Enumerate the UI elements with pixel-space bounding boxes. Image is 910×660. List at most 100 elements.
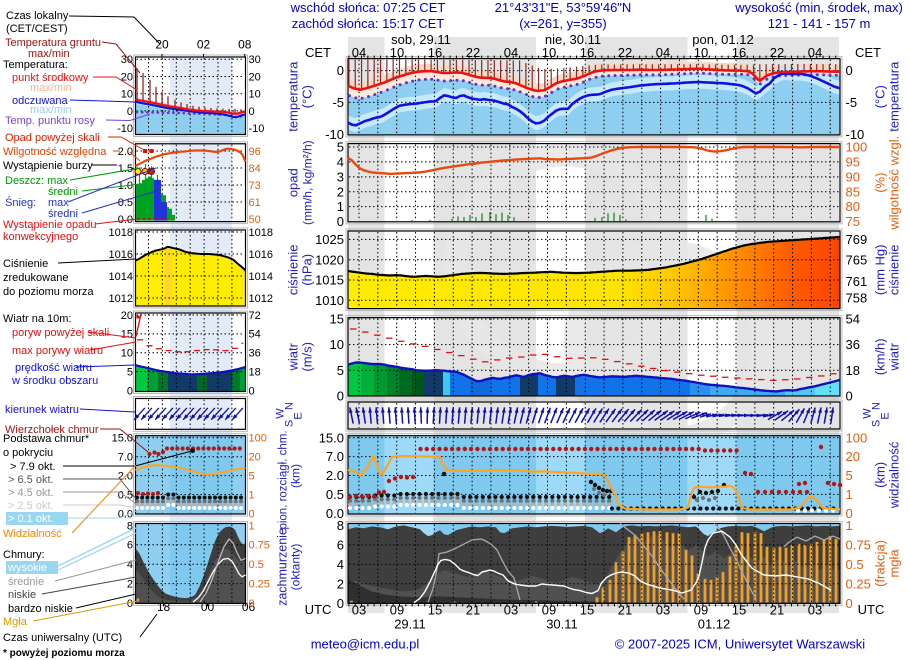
- svg-text:1018: 1018: [249, 227, 273, 239]
- svg-text:mgła: mgła: [887, 549, 902, 578]
- svg-text:w środku obszaru: w środku obszaru: [11, 375, 98, 387]
- svg-text:5: 5: [127, 366, 133, 378]
- svg-text:(frakcja): (frakcja): [873, 540, 888, 587]
- svg-text:S: S: [284, 420, 296, 427]
- svg-text:1: 1: [337, 199, 344, 214]
- svg-text:max/min: max/min: [28, 48, 70, 60]
- svg-text:04: 04: [352, 45, 366, 60]
- svg-text:0.75: 0.75: [846, 537, 871, 552]
- svg-text:meteo@icm.edu.pl: meteo@icm.edu.pl: [311, 637, 420, 652]
- svg-text:* powyżej poziomu morza: * powyżej poziomu morza: [3, 648, 125, 659]
- svg-text:Wystąpienie burzy: Wystąpienie burzy: [3, 160, 93, 172]
- svg-text:(mm/h, kg/m²/h): (mm/h, kg/m²/h): [301, 140, 315, 225]
- svg-text:18: 18: [249, 366, 261, 378]
- svg-text:4: 4: [337, 154, 344, 169]
- svg-text:73: 73: [249, 180, 261, 192]
- svg-text:W: W: [275, 408, 287, 419]
- svg-text:E: E: [880, 412, 892, 419]
- svg-text:max: max: [48, 197, 69, 209]
- svg-text:10: 10: [542, 45, 556, 60]
- svg-text:21°43'31"E, 53°59'46"N: 21°43'31"E, 53°59'46"N: [495, 0, 632, 15]
- svg-text:54: 54: [249, 329, 261, 341]
- svg-text:punkt środkowy: punkt środkowy: [12, 72, 89, 84]
- svg-text:10: 10: [121, 348, 133, 360]
- svg-text:20: 20: [121, 310, 133, 322]
- svg-text:1012: 1012: [249, 293, 273, 305]
- svg-text:poryw powyżej skali: poryw powyżej skali: [12, 327, 109, 339]
- svg-text:84: 84: [249, 163, 261, 175]
- svg-text:niskie: niskie: [8, 589, 36, 601]
- svg-text:© 2007-2025 ICM, Uniwersytet W: © 2007-2025 ICM, Uniwersytet Warszawski: [615, 637, 866, 652]
- svg-text:> 4.5 okt.: > 4.5 okt.: [8, 487, 54, 499]
- svg-text:bardzo niskie: bardzo niskie: [8, 603, 73, 615]
- svg-text:03: 03: [504, 603, 518, 618]
- svg-text:0.25: 0.25: [846, 576, 871, 591]
- svg-text:> 0.1 okt.: > 0.1 okt.: [8, 513, 54, 525]
- svg-text:1: 1: [846, 487, 853, 502]
- svg-text:0.5: 0.5: [846, 557, 864, 572]
- svg-text:1016: 1016: [249, 249, 273, 261]
- svg-text:2: 2: [337, 184, 344, 199]
- svg-text:15: 15: [428, 603, 442, 618]
- svg-text:21: 21: [466, 603, 480, 618]
- svg-text:0: 0: [846, 596, 853, 611]
- svg-text:10: 10: [249, 89, 261, 101]
- svg-text:Temperatura gruntu: Temperatura gruntu: [5, 37, 101, 49]
- svg-text:zachód słońca: 15:17 CET: zachód słońca: 15:17 CET: [292, 16, 445, 31]
- svg-text:15: 15: [121, 329, 133, 341]
- svg-text:pon, 01.12: pon, 01.12: [692, 32, 753, 47]
- svg-text:09: 09: [694, 603, 708, 618]
- svg-text:0: 0: [249, 508, 255, 520]
- svg-text:Wiatr na 10m:: Wiatr na 10m:: [3, 313, 71, 325]
- svg-text:Śnieg:: Śnieg:: [5, 196, 36, 209]
- svg-text:0: 0: [249, 106, 255, 118]
- svg-text:> 2.5 okt.: > 2.5 okt.: [8, 500, 54, 512]
- svg-text:1010: 1010: [315, 293, 344, 308]
- svg-text:0.0: 0.0: [326, 506, 344, 521]
- svg-text:121 - 141 - 157 m: 121 - 141 - 157 m: [768, 16, 871, 31]
- svg-text:30: 30: [249, 54, 261, 66]
- svg-text:Wierzchołek chmur: Wierzchołek chmur: [5, 424, 99, 436]
- svg-text:CET: CET: [855, 45, 881, 60]
- svg-text:22: 22: [618, 45, 632, 60]
- svg-text:1014: 1014: [109, 271, 133, 283]
- svg-text:N: N: [284, 402, 296, 410]
- svg-text:5: 5: [337, 140, 344, 155]
- svg-text:0: 0: [846, 388, 853, 403]
- svg-text:2: 2: [127, 578, 133, 590]
- svg-text:0.0: 0.0: [118, 214, 133, 226]
- svg-text:nie, 30.11: nie, 30.11: [545, 32, 601, 47]
- svg-text:15.0: 15.0: [112, 433, 133, 445]
- svg-text:1: 1: [249, 520, 255, 532]
- svg-text:-10: -10: [846, 127, 865, 142]
- svg-text:0: 0: [846, 506, 853, 521]
- svg-text:CET: CET: [305, 45, 331, 60]
- svg-text:20: 20: [121, 71, 133, 83]
- svg-text:1018: 1018: [109, 227, 133, 239]
- svg-text:wysokość (min, środek, max): wysokość (min, środek, max): [734, 0, 903, 15]
- svg-text:pion. rozciągł. chm.: pion. rozciągł. chm.: [278, 430, 290, 529]
- svg-text:Podstawa chmur*: Podstawa chmur*: [3, 433, 90, 445]
- svg-text:0.75: 0.75: [249, 540, 270, 552]
- svg-text:50: 50: [249, 214, 261, 226]
- svg-text:54: 54: [846, 312, 860, 327]
- svg-text:765: 765: [846, 253, 868, 268]
- svg-text:0: 0: [846, 63, 853, 78]
- svg-text:03: 03: [808, 603, 822, 618]
- svg-text:Temperatura:: Temperatura:: [3, 59, 68, 71]
- svg-text:(x=261, y=355): (x=261, y=355): [519, 16, 606, 31]
- svg-text:0: 0: [337, 596, 344, 611]
- svg-text:Wilgotność względna: Wilgotność względna: [3, 146, 107, 158]
- svg-text:15: 15: [580, 603, 594, 618]
- svg-text:6: 6: [337, 537, 344, 552]
- svg-text:-10: -10: [325, 127, 344, 142]
- svg-text:Chmury:: Chmury:: [3, 549, 45, 561]
- svg-text:90: 90: [846, 169, 860, 184]
- svg-text:(m/s): (m/s): [300, 342, 315, 372]
- svg-text:0.5: 0.5: [249, 559, 264, 571]
- svg-text:ciśnienie: ciśnienie: [286, 245, 301, 296]
- svg-text:0: 0: [337, 388, 344, 403]
- svg-text:konwekcyjnego: konwekcyjnego: [3, 231, 78, 243]
- svg-text:04: 04: [808, 45, 822, 60]
- svg-text:(°C): (°C): [300, 85, 315, 108]
